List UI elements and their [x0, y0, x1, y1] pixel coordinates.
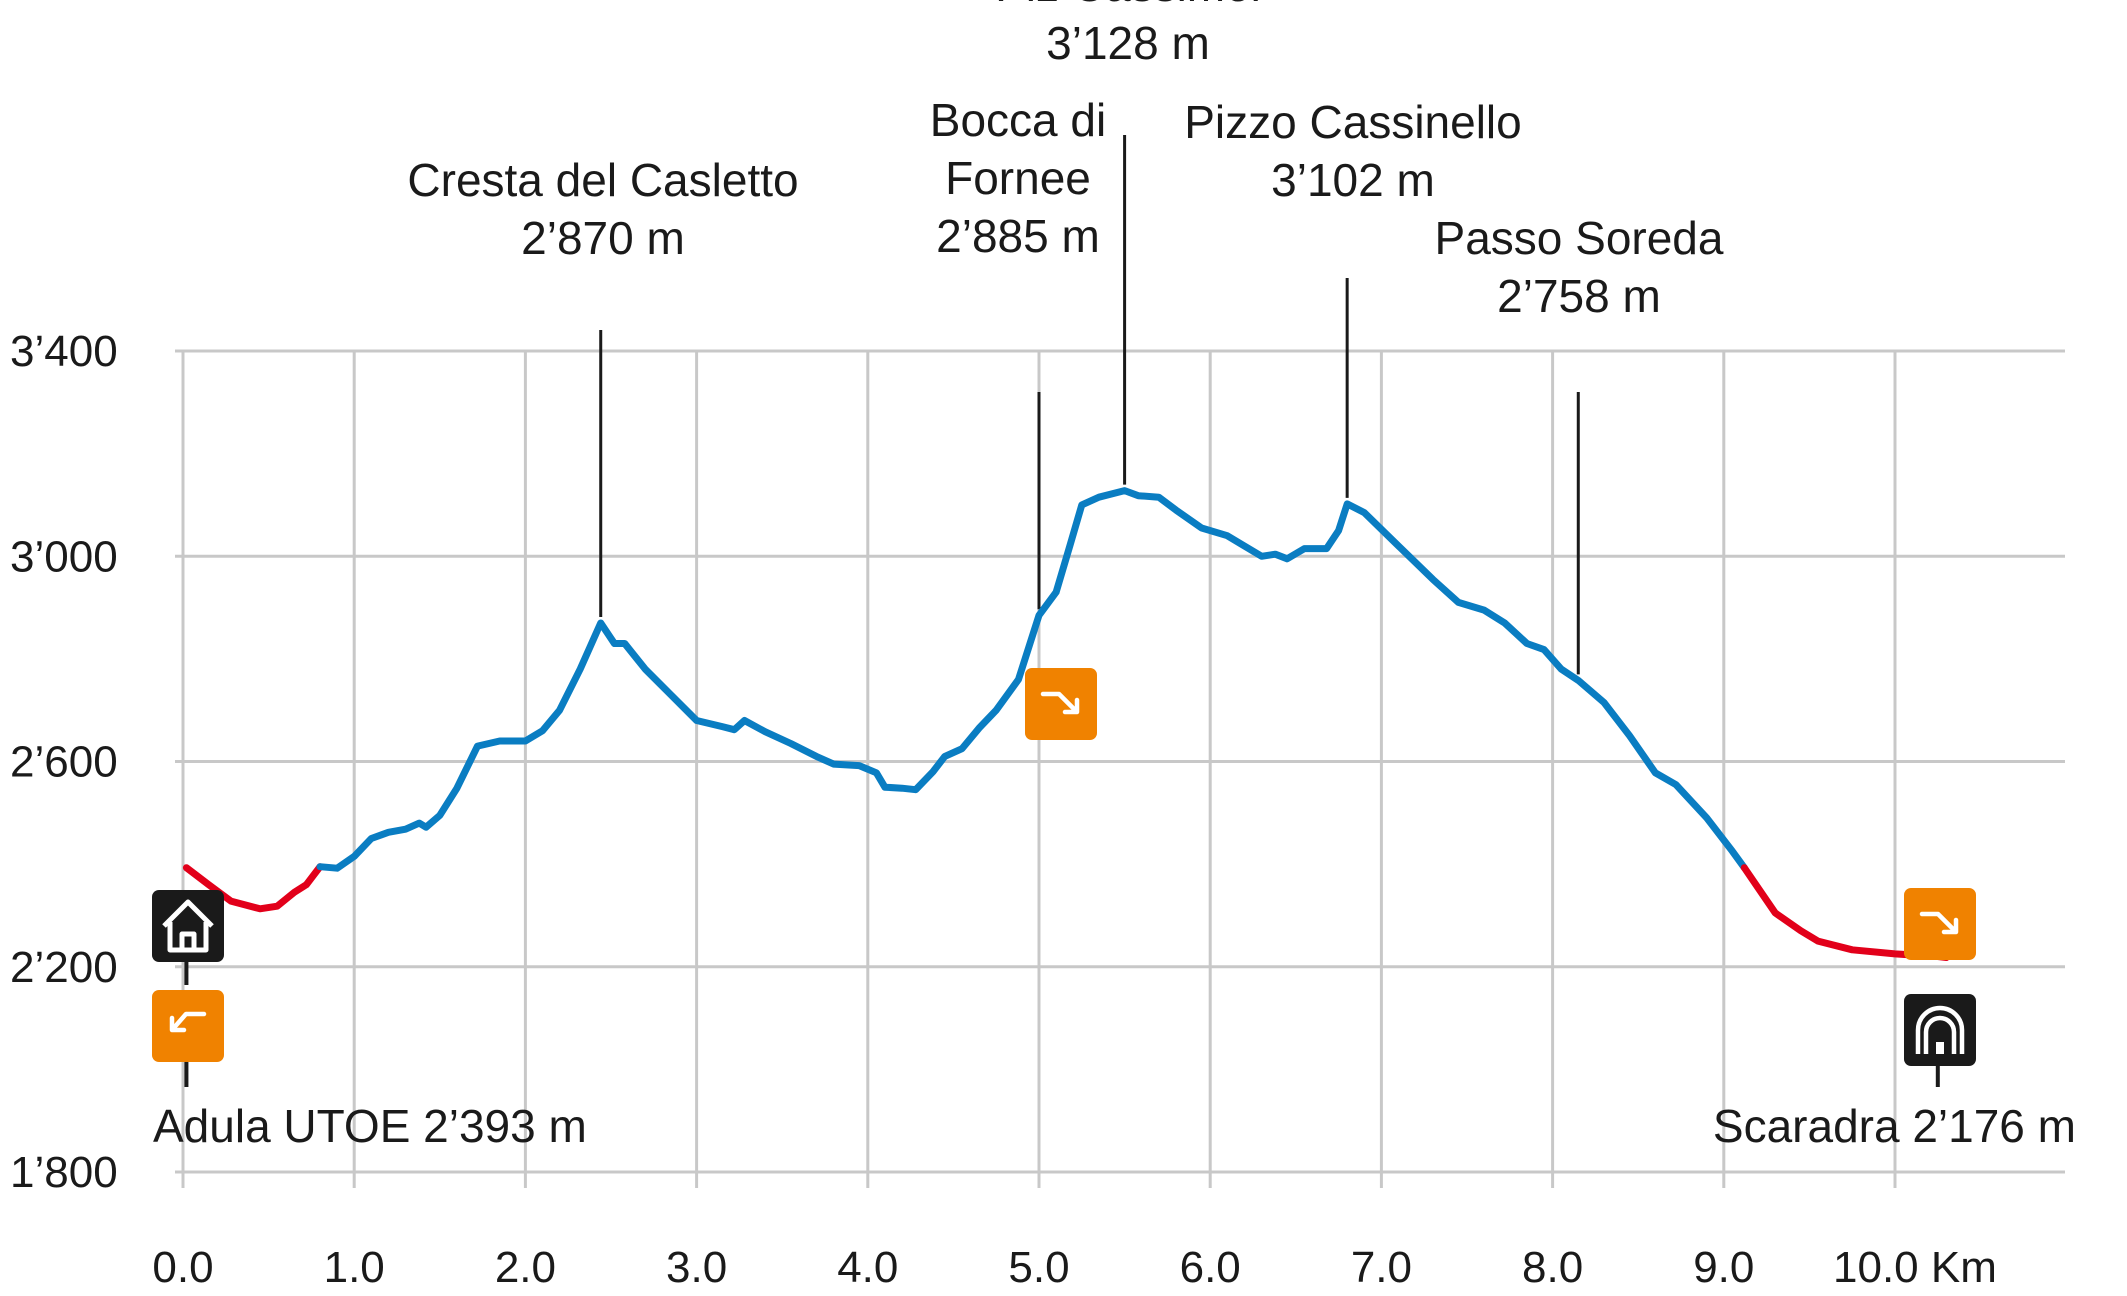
x-tick-label: 1.0 [324, 1243, 385, 1292]
peak-elevation-label: 3’128 m [1046, 17, 1210, 69]
y-tick-label: 2’600 [10, 738, 118, 787]
peak-annotations: Cresta del Casletto 2’870 m Bocca di Fornee… [407, 0, 1724, 675]
route-start-arrow-icon-bg [152, 990, 224, 1062]
start-location-label: Adula UTOE 2’393 m [153, 1100, 587, 1152]
x-tick-label: 2.0 [495, 1243, 556, 1292]
hut-icon [152, 890, 224, 962]
y-tick-label: 2’200 [10, 943, 118, 992]
peak-name-label: Piz Cassimoi [995, 0, 1261, 11]
x-tick-label: 6.0 [1180, 1243, 1241, 1292]
x-tick-label: 4.0 [837, 1243, 898, 1292]
arrow-glyph [169, 1011, 207, 1033]
end-location-label: Scaradra 2’176 m [1713, 1100, 2076, 1152]
peak-name-label: Pizzo Cassinello [1184, 96, 1521, 148]
peak-name-label: Fornee [945, 152, 1091, 204]
peak-name-label: Passo Soreda [1435, 212, 1724, 264]
route-start-arrow-icon [152, 990, 224, 1062]
profile-segment-road [182, 863, 324, 913]
x-tick-label: 3.0 [666, 1243, 727, 1292]
peak-elevation-label: 2’885 m [936, 210, 1100, 262]
x-axis: 0.0 1.0 2.0 3.0 4.0 5.0 6.0 7.0 8.0 9.0 10.0 Km [152, 1243, 1996, 1292]
x-tick-label: 5.0 [1008, 1243, 1069, 1292]
hut-icon-glyph [162, 899, 214, 953]
grid-lines [175, 349, 2065, 1188]
y-tick-label: 3’000 [10, 532, 118, 581]
route-icons [152, 668, 1976, 1087]
route-exit-arrow-icon-bg [1025, 668, 1097, 740]
x-tick-label: 8.0 [1522, 1243, 1583, 1292]
x-tick-label: 9.0 [1693, 1243, 1754, 1292]
peak-elevation-label: 2’758 m [1497, 270, 1661, 322]
peak-elevation-label: 2’870 m [521, 212, 685, 264]
route-exit-arrow-icon-bg [1904, 888, 1976, 960]
y-axis: 1’800 2’200 2’600 3’000 3’400 [10, 327, 118, 1197]
tunnel-icon [1904, 994, 1976, 1066]
endpoint-labels: Adula UTOE 2’393 m Scaradra 2’176 m [153, 1100, 2076, 1152]
tunnel-icon-door [1936, 1042, 1944, 1054]
tunnel-icon-glyph [1915, 1005, 1965, 1054]
route-exit-arrow-icon [1025, 668, 1097, 740]
x-tick-label: 7.0 [1351, 1243, 1412, 1292]
y-tick-label: 3’400 [10, 327, 118, 376]
arrow-glyph [1919, 911, 1959, 935]
peak-elevation-label: 3’102 m [1271, 154, 1435, 206]
tunnel-icon-bg [1904, 994, 1976, 1066]
arrow-glyph [1040, 691, 1080, 715]
peak-name-label: Cresta del Casletto [407, 154, 798, 206]
peak-name-label: Bocca di [930, 94, 1106, 146]
route-exit-arrow-icon [1904, 888, 1976, 960]
profile-segment-trail [316, 487, 1748, 872]
y-tick-label: 1’800 [10, 1148, 118, 1197]
x-tick-label: 10.0 Km [1833, 1243, 1997, 1292]
x-tick-label: 0.0 [152, 1243, 213, 1292]
